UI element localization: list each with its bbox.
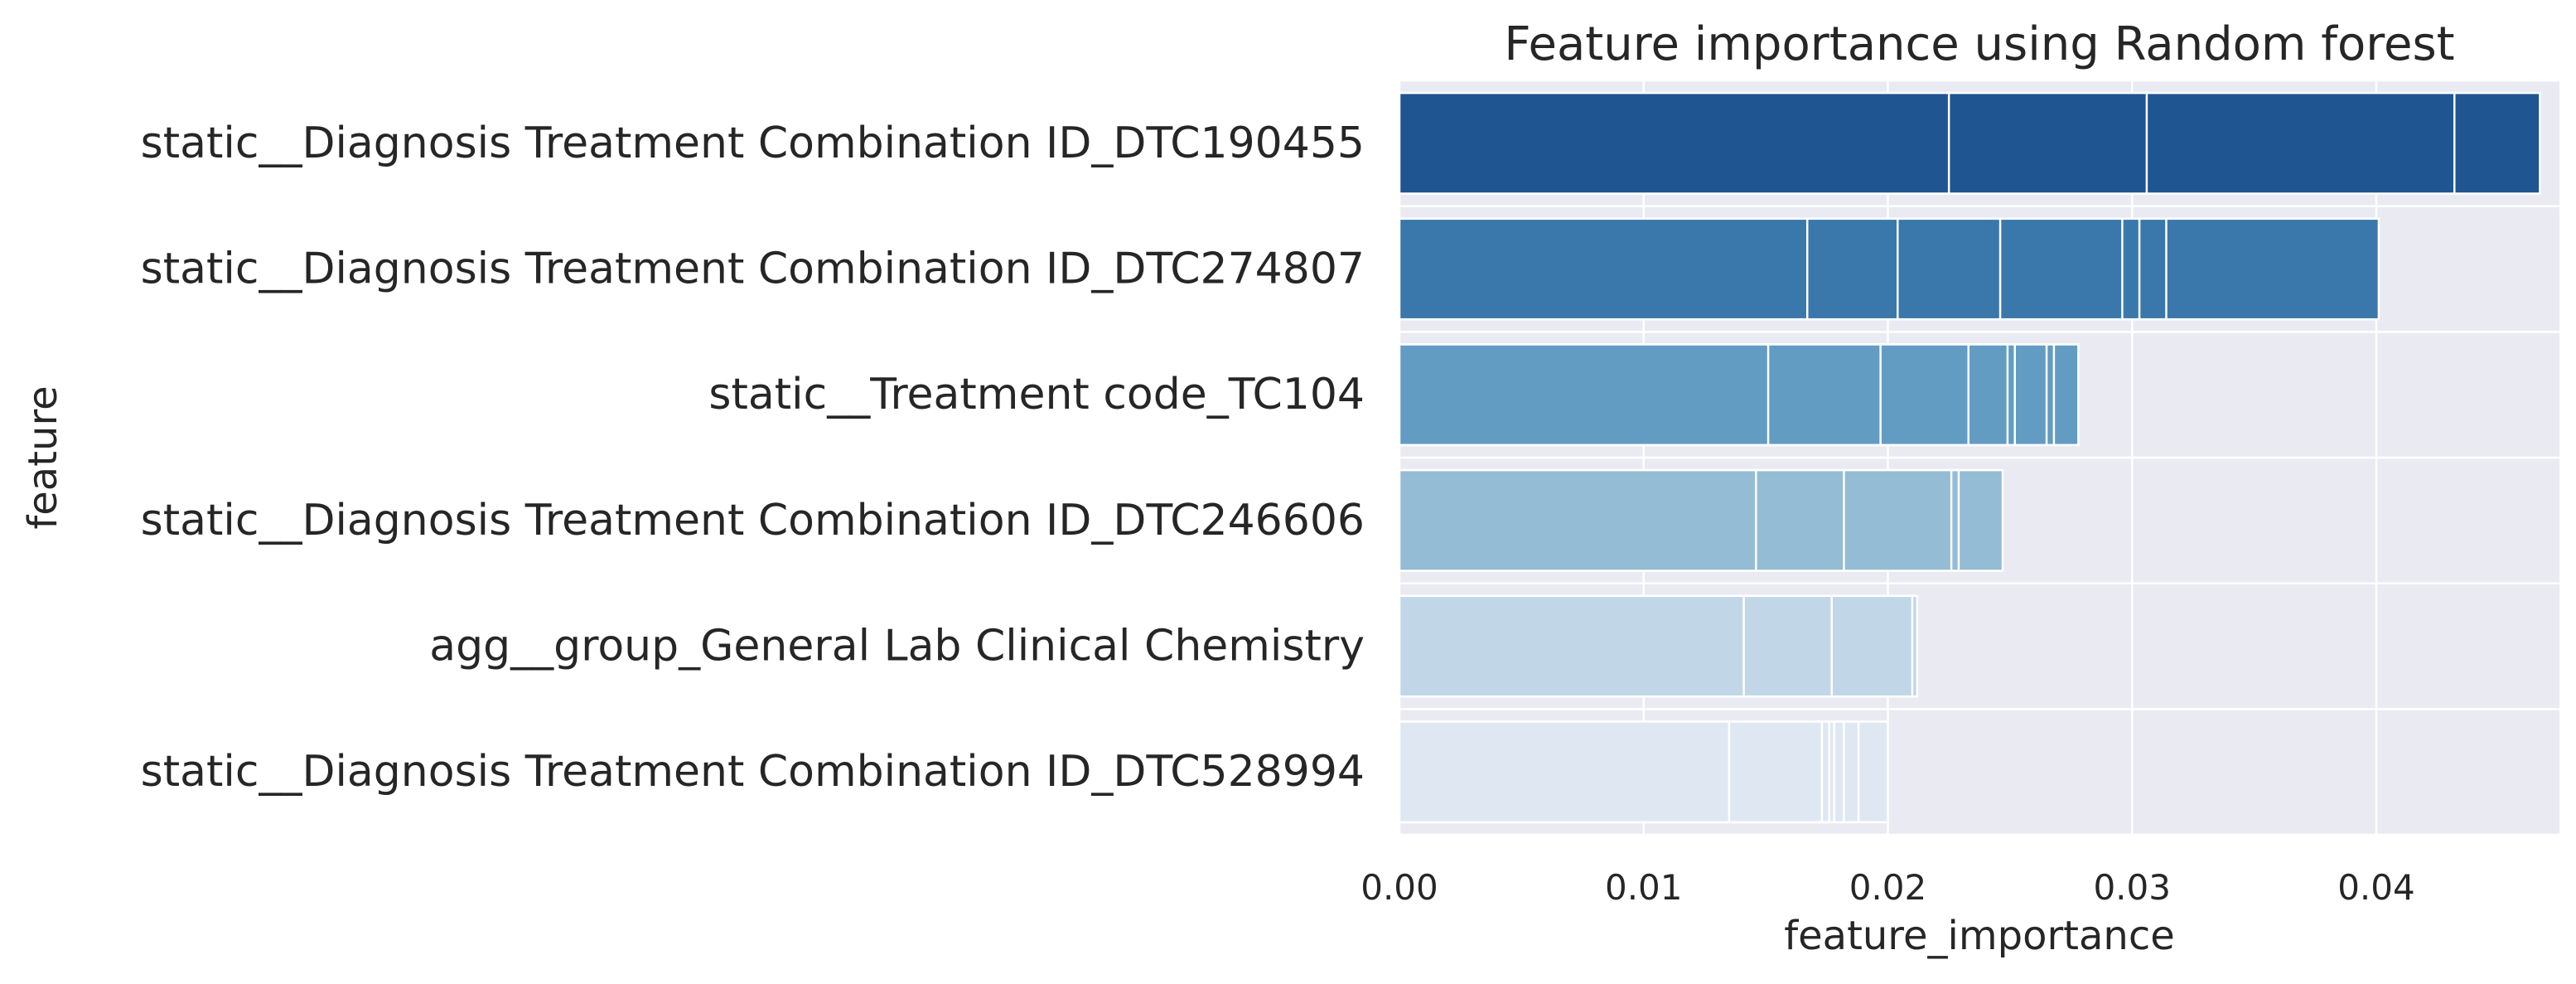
y-tick-label: static__Diagnosis Treatment Combination … [141,245,1365,294]
gridlines [1398,79,2559,836]
x-tick-label: 0.03 [2093,867,2171,908]
y-axis-label: feature [20,385,66,529]
x-tick-label: 0.00 [1360,867,1438,908]
x-tick-label: 0.02 [1849,867,1927,908]
bar-segment [1398,91,1950,195]
y-tick-label: static__Diagnosis Treatment Combination … [141,119,1365,168]
bar-segment [1398,468,1757,572]
bars [1398,91,2541,824]
bar-segment [1398,594,1745,698]
y-tick-label: agg__group_General Lab Clinical Chemistr… [429,622,1365,671]
y-tick-label: static__Treatment code_TC104 [708,370,1365,419]
y-tick-label: static__Diagnosis Treatment Combination … [141,747,1365,797]
x-tick-label: 0.01 [1605,867,1683,908]
chart-title: Feature importance using Random forest [1504,17,2454,71]
bar-segment [1398,217,1809,321]
bar-segment [1398,720,1731,824]
x-axis-ticks: 0.00 0.01 0.02 0.03 0.04 [1360,867,2414,908]
x-tick-label: 0.04 [2337,867,2415,908]
y-tick-label: static__Diagnosis Treatment Combination … [141,496,1365,545]
bar-segment [1398,343,1770,447]
x-axis-label: feature_importance [1784,913,2175,959]
y-axis-category-labels: static__Diagnosis Treatment Combination … [141,119,1365,797]
